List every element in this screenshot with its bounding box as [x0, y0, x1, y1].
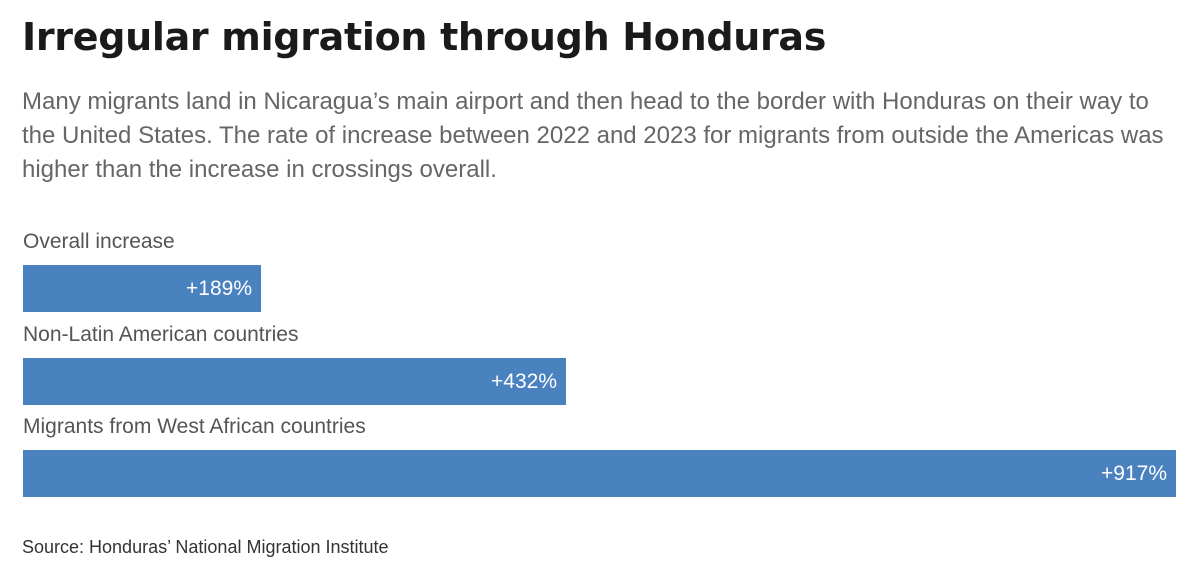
- bar: +189%: [23, 265, 261, 312]
- chart-title: Irregular migration through Honduras: [22, 15, 827, 59]
- bar-row: Non-Latin American countries +432%: [23, 319, 1176, 411]
- bar-chart: Overall increase +189% Non-Latin American …: [23, 226, 1176, 501]
- category-label: Non-Latin American countries: [23, 322, 299, 346]
- bar-value-label: +917%: [1101, 462, 1167, 485]
- bar-value-label: +432%: [491, 369, 557, 393]
- source-note: Source: Honduras’ National Migration Ins…: [22, 537, 389, 557]
- category-label: Migrants from West African countries: [23, 415, 366, 438]
- bar: +917%: [23, 450, 1176, 497]
- bar-value-label: +189%: [186, 277, 252, 300]
- bar-row: Migrants from West African countries +917…: [23, 411, 1176, 503]
- category-label: Overall increase: [23, 230, 175, 253]
- bar: +432%: [23, 357, 566, 405]
- chart-subtitle: Many migrants land in Nicaragua’s main a…: [22, 88, 1164, 183]
- bar-row: Overall increase +189%: [23, 226, 1176, 318]
